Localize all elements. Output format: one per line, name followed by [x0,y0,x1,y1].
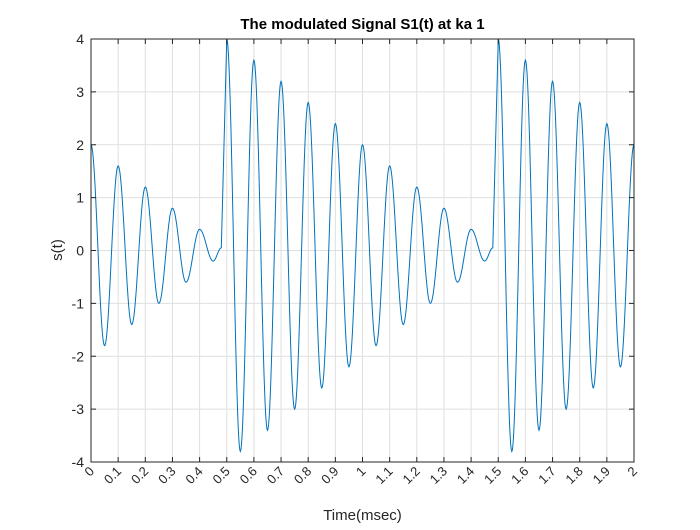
x-tick-label: 0.4 [182,464,205,487]
x-tick-label: 1.8 [562,464,585,487]
x-tick-label: 1 [353,464,369,480]
grid [90,38,635,463]
chart-title: The modulated Signal S1(t) at ka 1 [240,16,484,33]
x-tick-label: 1.2 [400,464,423,487]
x-tick-label: 1.1 [372,464,395,487]
x-tick-label: 1.4 [454,464,477,487]
y-tick-label: -4 [72,454,85,470]
x-tick-label: 1.6 [508,464,531,487]
x-tick-label: 0.2 [128,464,151,487]
x-tick-label: 0.7 [264,464,287,487]
x-tick-label: 0.3 [155,464,178,487]
x-tick-label: 0.9 [318,464,341,487]
x-tick-label: 0.5 [209,464,232,487]
x-tick-label: 0.6 [237,464,260,487]
x-tick-label: 1.9 [590,464,613,487]
ticks: 0 0.1 0.2 0.3 0.4 0.5 0.6 0.7 0.8 0.9 1 1.1 1.2 1.3 1.… [72,31,641,487]
y-tick-label: -3 [72,401,85,417]
x-tick-label: 0.8 [291,464,314,487]
x-tick-label: 0.1 [101,464,124,487]
y-tick-label: 1 [76,190,84,206]
y-axis-label: s(t) [49,239,66,261]
y-tick-label: -1 [72,295,85,311]
x-axis-label: Time(msec) [323,507,402,524]
series-layer [90,38,635,454]
x-tick-label: 2 [624,464,640,480]
y-tick-label: 3 [76,84,84,100]
y-tick-label: -2 [72,348,85,364]
series-line [90,38,635,454]
y-tick-label: 2 [76,137,84,153]
y-tick-label: 0 [76,243,84,259]
y-tick-label: 4 [76,31,84,47]
x-tick-label: 1.3 [427,464,450,487]
x-tick-label: 1.7 [535,464,558,487]
x-tick-label: 1.5 [481,464,504,487]
